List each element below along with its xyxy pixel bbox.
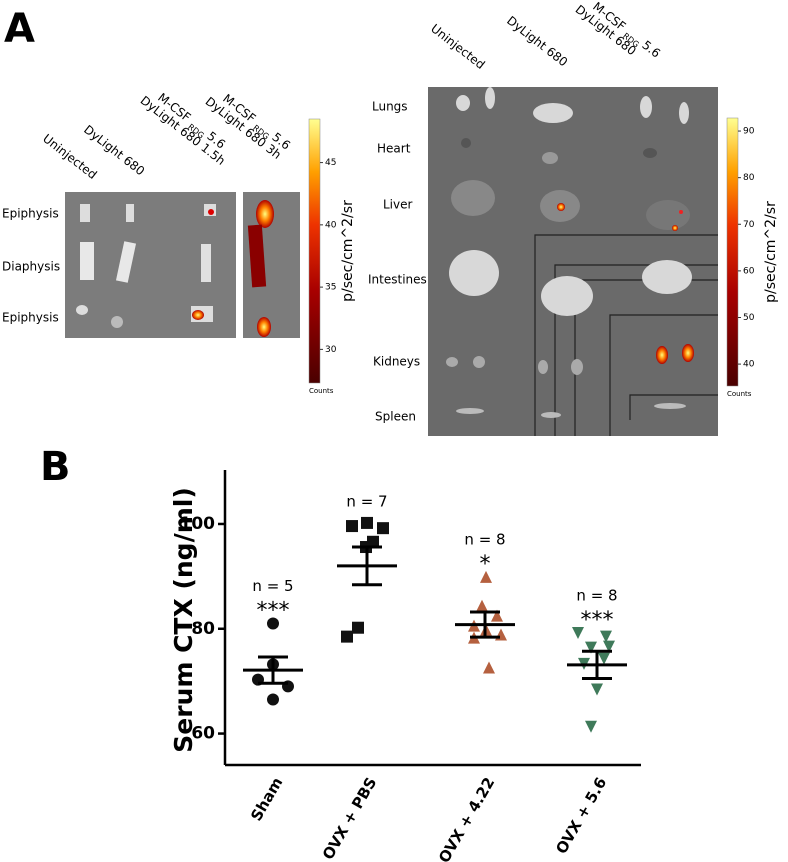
colorbar-label: p/sec/cm^2/sr bbox=[763, 201, 779, 303]
colorbar-unit: Counts bbox=[727, 390, 752, 398]
colorbar-tick-label: 50 bbox=[743, 313, 755, 323]
row-label: Kidneys bbox=[373, 355, 420, 369]
significance-label: *** bbox=[257, 599, 290, 624]
column-label-text: Uninjected bbox=[428, 21, 487, 72]
colorbar-tick-label: 30 bbox=[325, 345, 337, 355]
colorbar-tick-label: 70 bbox=[743, 220, 755, 230]
row-label: Epiphysis bbox=[2, 311, 59, 325]
data-point bbox=[491, 609, 503, 622]
colorbar-tick-label: 40 bbox=[743, 360, 755, 370]
colorbar-tick-label: 60 bbox=[743, 266, 755, 276]
data-point bbox=[346, 520, 358, 533]
bone-image bbox=[65, 192, 300, 338]
data-point bbox=[585, 641, 597, 654]
colorbar-tick-label: 45 bbox=[325, 158, 336, 168]
y-tick-label: 80 bbox=[191, 619, 215, 639]
significance-label: *** bbox=[581, 608, 614, 633]
column-label-text: 5.6 bbox=[639, 38, 663, 61]
n-label: n = 8 bbox=[576, 586, 617, 604]
row-label: Intestines bbox=[368, 273, 427, 287]
data-point bbox=[267, 693, 279, 706]
n-label: n = 5 bbox=[252, 577, 293, 595]
data-point bbox=[377, 522, 389, 535]
data-point bbox=[480, 570, 492, 583]
column-label: DyLight 680 bbox=[504, 13, 570, 69]
data-point bbox=[267, 617, 279, 630]
row-label: Epiphysis bbox=[2, 207, 59, 221]
colorbar-label: p/sec/cm^2/sr bbox=[340, 200, 356, 302]
y-tick-label: 100 bbox=[180, 514, 216, 534]
column-label: Uninjected bbox=[428, 21, 487, 72]
panel-label: A bbox=[4, 6, 35, 52]
x-tick-label: OVX + 5.6 bbox=[552, 774, 610, 857]
data-point bbox=[495, 628, 507, 641]
colorbar bbox=[726, 117, 739, 387]
y-tick-label: 60 bbox=[191, 724, 215, 744]
x-tick-label: Sham bbox=[247, 774, 286, 824]
data-point bbox=[361, 516, 373, 529]
row-label: Spleen bbox=[375, 410, 416, 424]
row-label: Lungs bbox=[372, 100, 408, 114]
row-label: Heart bbox=[377, 142, 411, 156]
x-tick-label: OVX + PBS bbox=[319, 774, 380, 862]
colorbar-tick-label: 90 bbox=[743, 127, 755, 137]
significance-label: * bbox=[480, 552, 491, 577]
x-tick-label: OVX + 4.22 bbox=[435, 774, 498, 862]
n-label: n = 7 bbox=[346, 492, 387, 510]
column-label-line: DyLight 680 bbox=[504, 13, 570, 69]
data-point bbox=[598, 652, 610, 665]
data-point bbox=[585, 720, 597, 733]
data-point bbox=[483, 661, 495, 674]
data-point bbox=[572, 626, 584, 639]
data-point bbox=[600, 630, 612, 643]
colorbar-unit: Counts bbox=[309, 387, 334, 395]
organ-image bbox=[428, 87, 718, 436]
colorbar-tick-label: 40 bbox=[325, 220, 337, 230]
y-axis-title: Serum CTX (ng/ml) bbox=[169, 487, 198, 753]
column-label-text: DyLight 680 bbox=[504, 13, 570, 69]
n-label: n = 8 bbox=[464, 530, 505, 548]
data-point bbox=[603, 640, 615, 653]
panel-label: B bbox=[40, 444, 71, 490]
row-label: Diaphysis bbox=[2, 260, 60, 274]
colorbar-tick-label: 35 bbox=[325, 283, 336, 293]
data-point bbox=[352, 621, 364, 634]
data-point bbox=[591, 683, 603, 696]
colorbar-tick-label: 80 bbox=[743, 173, 755, 183]
column-label-line: Uninjected bbox=[428, 21, 487, 72]
data-point bbox=[476, 599, 488, 612]
row-label: Liver bbox=[383, 198, 413, 212]
colorbar bbox=[308, 118, 321, 384]
data-point bbox=[341, 630, 353, 643]
